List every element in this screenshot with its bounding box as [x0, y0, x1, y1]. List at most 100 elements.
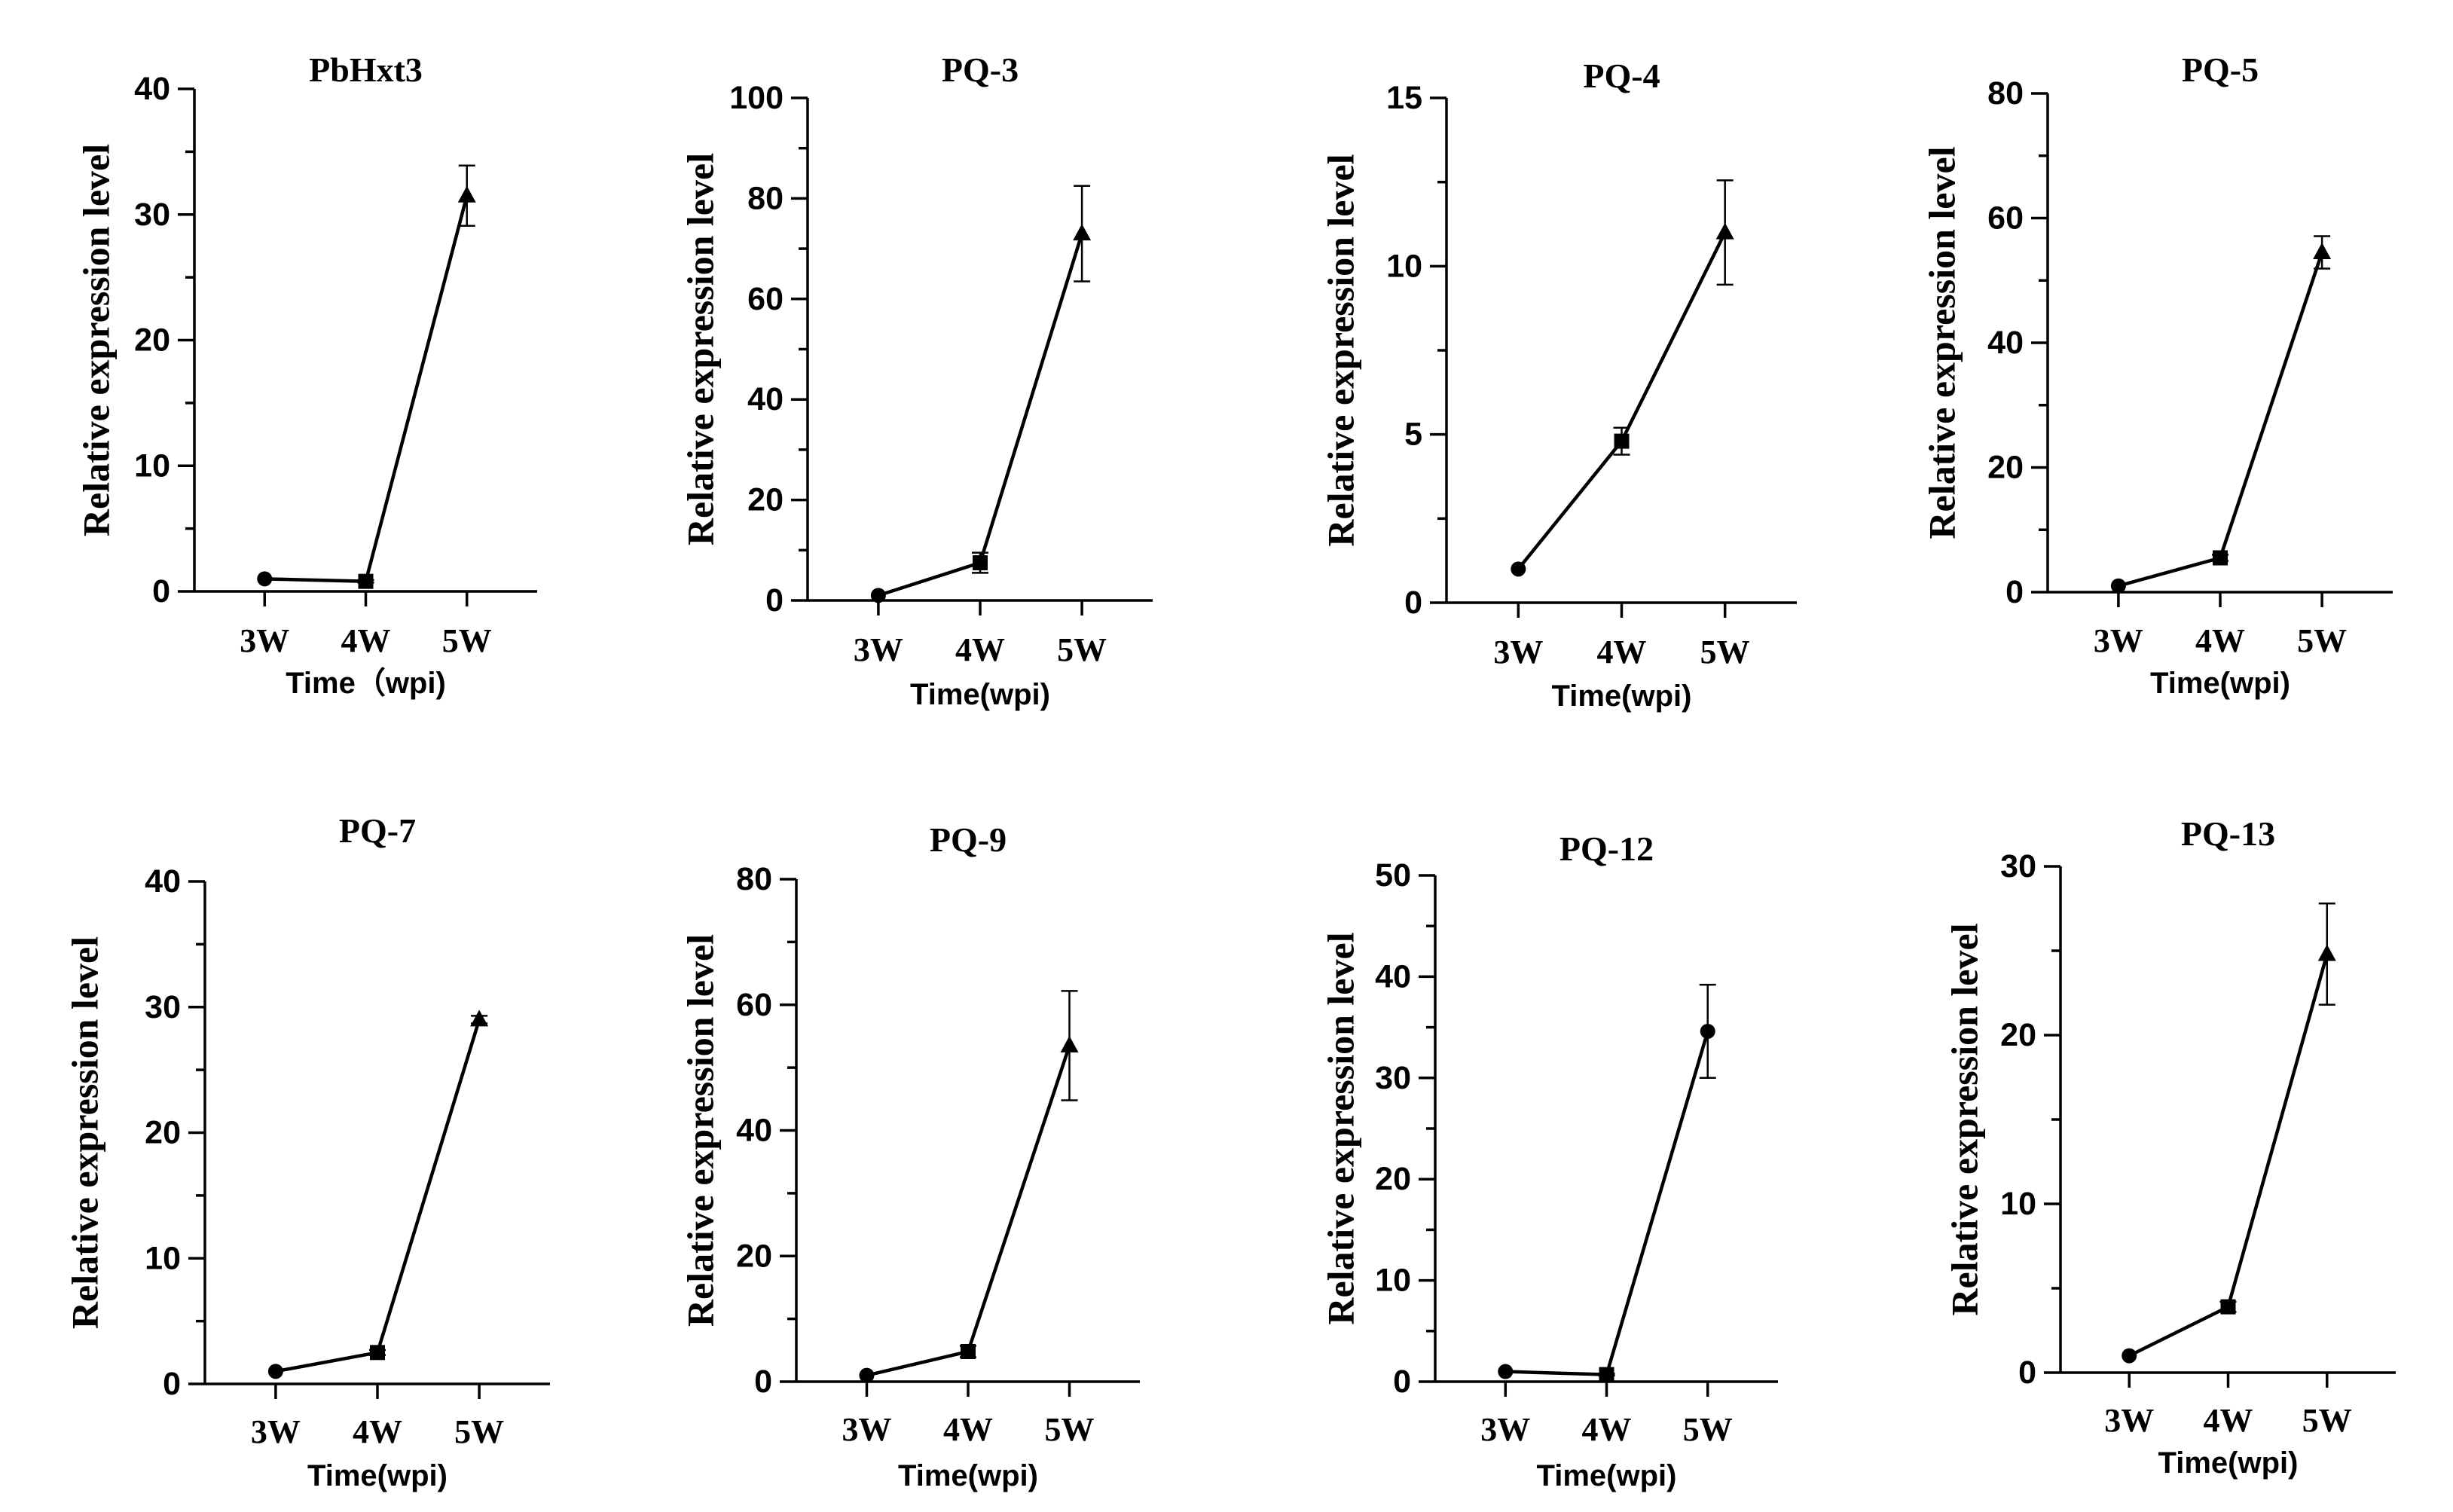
y-tick-label: 10 — [2000, 1186, 2036, 1222]
y-tick-label: 10 — [1375, 1263, 1411, 1299]
x-tick-label: 4W — [1597, 634, 1647, 670]
x-axis-label: Time(wpi) — [898, 1459, 1038, 1492]
chart-panel-7: PQ-13 Relative expression level 0 10 20 30 3W 4… — [1943, 814, 2396, 1480]
x-tick-label: 5W — [1683, 1411, 1733, 1448]
y-tick-label: 0 — [152, 573, 170, 609]
x-tick-label: 3W — [2104, 1402, 2154, 1439]
y-tick-label: 60 — [1987, 200, 2024, 237]
data-point-square — [973, 554, 988, 570]
y-tick-label: 0 — [754, 1364, 772, 1400]
y-tick-label: 0 — [1393, 1364, 1411, 1400]
y-tick-label: 80 — [747, 180, 784, 216]
data-point-triangle — [1060, 1035, 1079, 1052]
y-tick-label: 20 — [747, 482, 784, 518]
chart-title: PQ-3 — [942, 50, 1019, 89]
data-point-circle — [859, 1367, 875, 1383]
x-axis-label: Time（wpi) — [286, 667, 446, 700]
y-tick-label: 10 — [145, 1240, 181, 1276]
chart-title: PQ-13 — [2181, 814, 2275, 853]
series-line — [1505, 1031, 1709, 1376]
y-tick-label: 30 — [1375, 1060, 1411, 1096]
series-line — [2118, 252, 2324, 588]
y-tick-label: 0 — [1404, 585, 1422, 621]
y-tick-label: 20 — [736, 1238, 772, 1274]
data-point-triangle — [2317, 944, 2336, 961]
x-axis-label: Time(wpi) — [1552, 680, 1692, 713]
x-tick-label: 5W — [1700, 634, 1750, 670]
data-point-triangle — [1715, 222, 1734, 240]
chart-panel-5: PQ-9 Relative expression level 0 20 40 60 80 3W… — [679, 820, 1140, 1492]
x-tick-label: 5W — [2297, 622, 2347, 659]
chart-panel-6: PQ-12 Relative expression level 0 10 20 30 40 5… — [1319, 829, 1778, 1492]
x-tick-label: 3W — [842, 1411, 891, 1448]
x-axis-label: Time(wpi) — [2158, 1446, 2299, 1480]
data-point-circle — [1498, 1364, 1514, 1379]
y-tick-label: 20 — [145, 1115, 181, 1151]
chart-title: PQ-5 — [2182, 50, 2259, 89]
y-tick-label: 0 — [2018, 1355, 2036, 1391]
x-axis-label: Time(wpi) — [2150, 667, 2290, 700]
y-tick-label: 60 — [747, 281, 784, 317]
y-axis-label: Relative expression level — [63, 936, 105, 1329]
y-tick-label: 20 — [1375, 1161, 1411, 1197]
y-tick-label: 0 — [163, 1366, 181, 1402]
chart-title: PQ-4 — [1583, 57, 1660, 95]
data-point-circle — [257, 571, 273, 587]
data-point-square — [370, 1345, 385, 1361]
y-axis-label: Relative expression level — [1943, 923, 1985, 1315]
data-point-triangle — [2313, 243, 2332, 260]
x-axis-label: Time(wpi) — [1537, 1459, 1677, 1492]
x-axis-label: Time(wpi) — [307, 1459, 448, 1492]
chart-title: PQ-9 — [930, 820, 1007, 859]
y-tick-label: 0 — [765, 582, 784, 619]
chart-title: PQ-7 — [339, 811, 416, 850]
data-point-square — [358, 573, 374, 589]
data-point-circle — [1511, 561, 1526, 577]
x-tick-label: 5W — [2302, 1402, 2352, 1439]
series-line — [275, 1019, 481, 1373]
y-tick-label: 40 — [145, 863, 181, 900]
chart-title: PbHxt3 — [309, 50, 423, 89]
data-point-square — [961, 1343, 976, 1359]
x-tick-label: 3W — [854, 631, 903, 668]
x-tick-label: 5W — [1057, 631, 1107, 668]
data-point-circle — [267, 1364, 283, 1379]
chart-title: PQ-12 — [1559, 829, 1654, 868]
data-point-triangle — [470, 1010, 489, 1027]
data-point-circle — [870, 588, 886, 603]
y-axis-label: Relative expression level — [1319, 154, 1361, 546]
x-tick-label: 5W — [442, 622, 492, 659]
x-tick-label: 4W — [943, 1411, 993, 1448]
y-tick-label: 40 — [1375, 958, 1411, 994]
data-point-circle — [1700, 1023, 1715, 1039]
x-tick-label: 3W — [1480, 1411, 1530, 1448]
series-line — [1517, 231, 1727, 570]
y-tick-label: 30 — [2000, 848, 2036, 884]
x-tick-label: 4W — [341, 622, 391, 659]
chart-panel-3: PQ-5 Relative expression level 0 20 40 60 80 3W… — [1920, 50, 2393, 700]
y-tick-label: 40 — [736, 1113, 772, 1149]
y-tick-label: 50 — [1375, 857, 1411, 893]
x-tick-label: 4W — [2195, 622, 2245, 659]
x-tick-label: 4W — [353, 1413, 402, 1450]
y-tick-label: 80 — [736, 861, 772, 897]
y-axis-label: Relative expression level — [1920, 146, 1963, 539]
chart-panel-1: PQ-3 Relative expression level 0 20 40 60 80 10… — [679, 50, 1153, 711]
data-point-triangle — [457, 185, 476, 203]
y-axis-label: Relative expression level — [1319, 932, 1361, 1324]
y-tick-label: 20 — [2000, 1017, 2036, 1053]
x-tick-label: 3W — [251, 1413, 301, 1450]
y-tick-label: 10 — [1386, 248, 1422, 284]
y-tick-label: 30 — [145, 989, 181, 1025]
y-tick-label: 60 — [736, 987, 772, 1023]
x-axis-label: Time(wpi) — [910, 678, 1050, 711]
y-tick-label: 0 — [2005, 574, 2024, 610]
x-tick-label: 3W — [1493, 634, 1543, 670]
x-tick-label: 3W — [2094, 622, 2143, 659]
data-point-circle — [2122, 1348, 2137, 1364]
y-tick-label: 5 — [1404, 417, 1422, 453]
y-tick-label: 40 — [1987, 325, 2024, 361]
y-axis-label: Relative expression level — [679, 934, 721, 1327]
y-tick-label: 80 — [1987, 75, 2024, 111]
